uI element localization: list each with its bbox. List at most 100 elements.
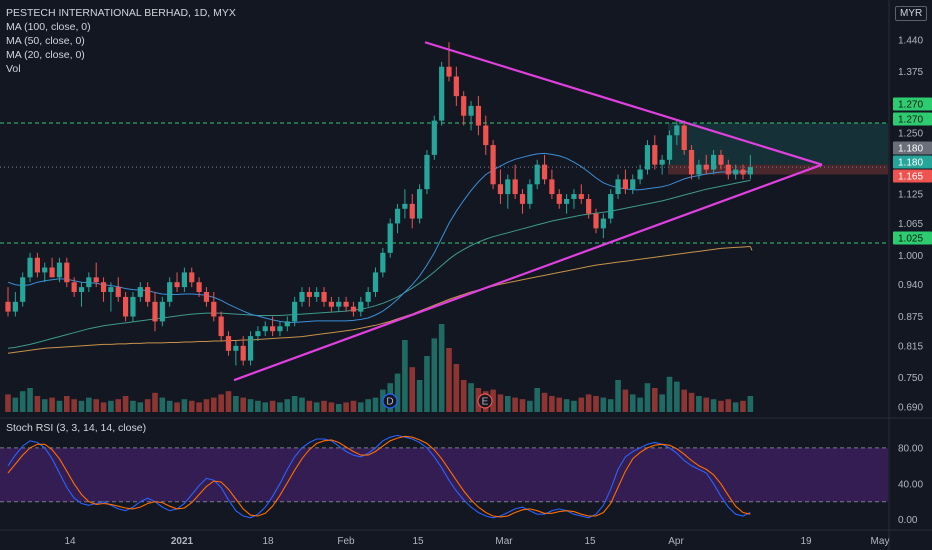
ma100-extension	[749, 246, 753, 251]
price-tick-label: 0.875	[898, 312, 923, 323]
candle-body	[189, 272, 195, 283]
price-tag-label: 1.270	[898, 115, 923, 126]
volume-bar	[350, 400, 357, 412]
dividend-marker-label: D	[386, 397, 393, 408]
price-tag-label: 1.180	[898, 144, 923, 155]
candle-body	[380, 252, 386, 273]
rsi-band	[0, 447, 888, 502]
candle-body	[247, 336, 254, 361]
price-tag-label: 1.270	[898, 100, 923, 111]
candle-body	[644, 145, 651, 170]
earnings-marker	[477, 393, 493, 409]
candle-body	[343, 301, 349, 307]
candle-body	[49, 267, 55, 278]
candle-body	[203, 292, 210, 302]
candle-body	[541, 164, 548, 180]
candle-body	[718, 154, 724, 165]
candle-body	[564, 198, 570, 204]
volume-bar	[688, 392, 695, 412]
candle-body	[637, 169, 643, 180]
volume-bar	[438, 324, 445, 412]
candle-body	[666, 135, 673, 160]
time-tick-label: 15	[584, 536, 596, 547]
candle-body	[64, 262, 70, 283]
volume-bar	[593, 396, 599, 412]
candle-body	[475, 105, 481, 126]
volume-bar	[497, 394, 504, 412]
price-tag	[893, 169, 932, 183]
volume-bar	[137, 402, 144, 412]
volume-bar	[306, 400, 313, 412]
candle-body	[725, 164, 731, 175]
volume-bar	[556, 397, 563, 412]
volume-bar	[100, 402, 107, 412]
trendline-upper	[424, 41, 823, 166]
candle-body	[152, 301, 158, 322]
volume-bar	[541, 392, 548, 412]
candle-body	[615, 179, 621, 195]
volume-bar	[5, 394, 11, 412]
indicator-ma50[interactable]: MA (50, close, 0)	[6, 35, 85, 47]
indicator-ma20[interactable]: MA (20, close, 0)	[6, 49, 85, 61]
volume-bar	[277, 402, 283, 412]
indicator-volume[interactable]: Vol	[6, 63, 21, 75]
candle-body	[688, 149, 695, 175]
volume-bar	[674, 381, 680, 412]
candle-body	[681, 125, 687, 150]
volume-bar	[585, 394, 592, 412]
volume-bar	[732, 402, 739, 412]
volume-bar	[12, 397, 19, 412]
volume-bar	[122, 396, 129, 412]
candle-body	[703, 164, 709, 170]
candle-body	[123, 296, 129, 317]
currency-badge[interactable]: MYR	[895, 6, 928, 21]
volume-bar	[196, 402, 202, 412]
volume-bar	[299, 397, 305, 412]
volume-bar	[365, 399, 371, 412]
indicator-ma100[interactable]: MA (100, close, 0)	[6, 21, 91, 33]
price-tag	[893, 97, 932, 111]
time-tick-label: Apr	[668, 536, 684, 547]
volume-bar	[710, 399, 717, 412]
stoch-rsi-title[interactable]: Stoch RSI (3, 3, 14, 14, close)	[6, 422, 147, 434]
time-tick-label: 18	[262, 536, 274, 547]
stoch-d-line	[7, 435, 751, 518]
price-tag-label: 1.165	[898, 172, 923, 183]
candle-body	[593, 213, 599, 229]
volume-bar	[49, 397, 55, 412]
volume-bar	[424, 356, 430, 412]
candle-body	[608, 194, 614, 219]
candle-body	[659, 159, 665, 165]
volume-bar	[343, 402, 349, 412]
volume-bar	[725, 399, 732, 412]
volume-bar	[696, 396, 702, 412]
rsi-tick-label: 40.00	[898, 479, 923, 490]
price-tag	[893, 112, 932, 126]
price-tag-label: 1.025	[898, 234, 923, 245]
volume-bar	[218, 394, 224, 412]
volume-bar	[321, 400, 327, 412]
volume-bar	[130, 400, 136, 412]
candle-body	[534, 164, 540, 185]
candle-body	[711, 154, 717, 170]
volume-bar	[615, 380, 621, 412]
candle-body	[255, 331, 261, 337]
time-tick-label: Feb	[337, 536, 355, 547]
volume-bar	[181, 399, 188, 412]
volume-bar	[313, 402, 320, 412]
time-tick-label: 2021	[171, 536, 194, 547]
volume-bar	[416, 380, 423, 412]
volume-bar	[644, 383, 651, 412]
candle-body	[446, 66, 452, 77]
candle-body	[145, 287, 151, 302]
candle-body	[100, 282, 107, 293]
candle-body	[328, 301, 334, 307]
candle-body	[350, 306, 357, 312]
candle-body	[34, 257, 40, 273]
candle-body	[652, 145, 658, 165]
volume-bar	[269, 400, 276, 412]
volume-bar	[703, 397, 710, 412]
volume-bar	[460, 380, 467, 412]
volume-bar	[64, 396, 70, 412]
